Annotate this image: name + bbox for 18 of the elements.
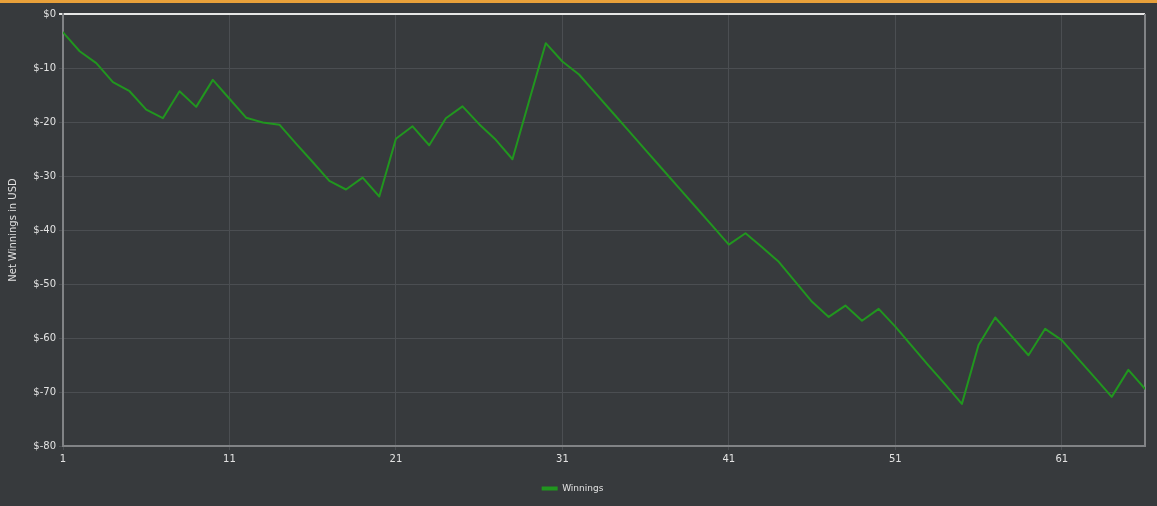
y-tick-label: $-60 — [33, 331, 56, 343]
y-tick-label: $-50 — [33, 277, 56, 289]
y-axis-title: Net Winnings in USD — [6, 178, 18, 282]
y-tick-label: $0 — [43, 7, 56, 19]
y-tick-label: $-30 — [33, 169, 56, 181]
y-tick-label: $-40 — [33, 223, 56, 235]
legend-label: Winnings — [562, 482, 604, 493]
x-tick-label: 51 — [888, 452, 902, 464]
x-tick-label: 21 — [389, 452, 403, 464]
x-tick-label: 11 — [223, 452, 236, 464]
y-tick-label: $-20 — [33, 115, 56, 127]
y-tick-label: $-70 — [33, 385, 56, 397]
y-tick-label: $-10 — [33, 61, 56, 73]
x-tick-label: 1 — [59, 452, 67, 464]
y-tick-label: $-80 — [33, 439, 56, 451]
x-tick-label: 61 — [1055, 452, 1069, 464]
x-tick-label: 31 — [556, 452, 569, 464]
x-tick-label: 41 — [722, 452, 736, 464]
